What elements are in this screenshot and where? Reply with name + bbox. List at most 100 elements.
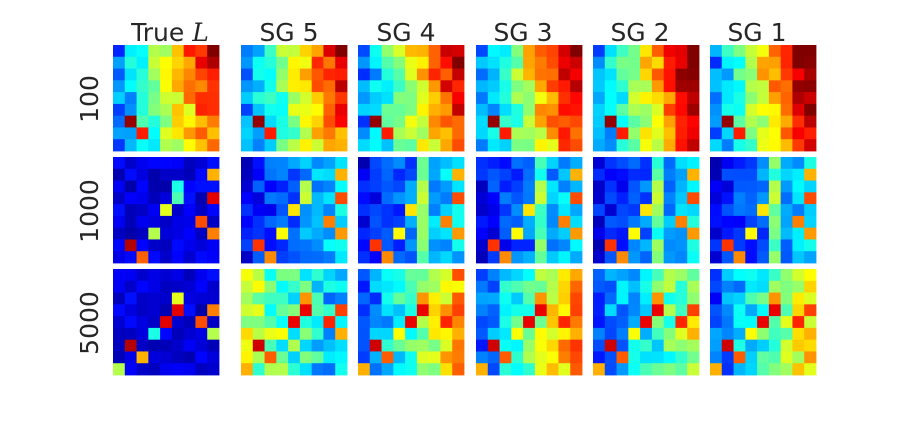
heatmap-cell (416, 68, 430, 81)
heatmap-cell (721, 351, 734, 364)
heatmap-cell (651, 363, 665, 376)
heatmap-cell (311, 239, 324, 252)
heatmap-cell (299, 363, 313, 376)
heatmap-cell (323, 280, 336, 293)
col-title-true: True L (130, 18, 209, 47)
heatmap-cell (499, 68, 512, 81)
heatmap-cell (604, 304, 617, 317)
heatmap-cell (511, 80, 524, 93)
heatmap-cell (358, 239, 371, 252)
heatmap-cell (487, 363, 500, 376)
heatmap-cell (124, 92, 137, 105)
heatmap-cell (171, 168, 185, 181)
heatmap-cell (335, 204, 348, 217)
panel-sg5-r1000 (241, 157, 348, 264)
heatmap-cell (733, 215, 746, 229)
heatmap-cell (687, 292, 700, 305)
heatmap-cell (628, 251, 641, 264)
heatmap-cell (136, 139, 149, 152)
heatmap-cell (369, 180, 382, 193)
heatmap-cell (183, 92, 196, 105)
heatmap-cell (792, 80, 805, 93)
heatmap-cell (687, 316, 700, 329)
heatmap-cell (113, 339, 126, 352)
heatmap-cell (745, 215, 758, 229)
heatmap-cell (780, 227, 793, 240)
heatmap-cell (476, 339, 489, 352)
heatmap-cell (393, 45, 406, 58)
heatmap-cell (593, 127, 606, 140)
heatmap-cell (534, 56, 548, 69)
heatmap-cell (546, 363, 559, 376)
heatmap-cell (428, 80, 441, 93)
heatmap-cell (651, 215, 665, 229)
heatmap-cell (440, 168, 453, 181)
heatmap-cell (148, 215, 161, 229)
heatmap-cell (651, 204, 665, 217)
heatmap-cell (393, 139, 406, 152)
heatmap-cell (113, 80, 126, 93)
heatmap-cell (780, 45, 793, 58)
heatmap-cell (113, 269, 126, 282)
heatmap-cell (745, 180, 758, 193)
heatmap-cell (640, 180, 653, 193)
heatmap-cell (570, 351, 583, 364)
heatmap-cell (241, 168, 254, 181)
heatmap-cell (745, 251, 758, 264)
heatmap-cell (195, 56, 208, 69)
heatmap-cell (288, 68, 301, 81)
heatmap-cell (136, 56, 149, 69)
heatmap-cell (593, 227, 606, 240)
heatmap-cell (195, 227, 208, 240)
heatmap-cell (393, 92, 406, 105)
heatmap-cell (558, 56, 571, 69)
heatmap-cell (183, 239, 196, 252)
heatmap-cell (733, 68, 746, 81)
heatmap-cell (252, 316, 265, 329)
heatmap-cell (148, 269, 161, 282)
heatmap-cell (640, 192, 653, 205)
heatmap-cell (780, 204, 793, 217)
heatmap-cell (311, 45, 324, 58)
heatmap-cell (675, 304, 688, 317)
heatmap-cell (124, 204, 137, 217)
heatmap-cell (757, 304, 770, 317)
heatmap-cell (264, 269, 277, 282)
heatmap-cell (534, 239, 548, 252)
heatmap-cell (558, 115, 571, 128)
heatmap-cell (558, 339, 571, 352)
heatmap-cell (523, 168, 536, 181)
heatmap-cell (511, 327, 524, 341)
heatmap-cell (733, 292, 746, 305)
heatmap-cell (148, 127, 161, 140)
heatmap-cell (721, 339, 734, 352)
heatmap-cell (381, 339, 394, 352)
heatmap-cell (792, 157, 805, 170)
heatmap-cell (499, 363, 512, 376)
heatmap-cell (124, 280, 137, 293)
heatmap-cell (416, 180, 430, 193)
heatmap-cell (393, 215, 406, 229)
heatmap-cell (299, 157, 313, 170)
heatmap-cell (276, 103, 289, 117)
heatmap-cell (276, 215, 289, 229)
heatmap-cell (452, 68, 465, 81)
heatmap-cell (264, 139, 277, 152)
heatmap-cell (113, 351, 126, 364)
heatmap-cell (299, 351, 313, 364)
heatmap-cell (381, 204, 394, 217)
heatmap-cell (428, 251, 441, 264)
heatmap-cell (428, 103, 441, 117)
heatmap-cell (546, 227, 559, 240)
heatmap-cell (124, 56, 137, 69)
heatmap-cell (511, 157, 524, 170)
heatmap-cell (160, 115, 173, 128)
heatmap-cell (640, 280, 653, 293)
heatmap-cell (195, 269, 208, 282)
heatmap-cell (476, 316, 489, 329)
heatmap-cell (452, 168, 465, 181)
heatmap-cell (768, 351, 782, 364)
heatmap-cell (792, 327, 805, 341)
heatmap-cell (393, 269, 406, 282)
